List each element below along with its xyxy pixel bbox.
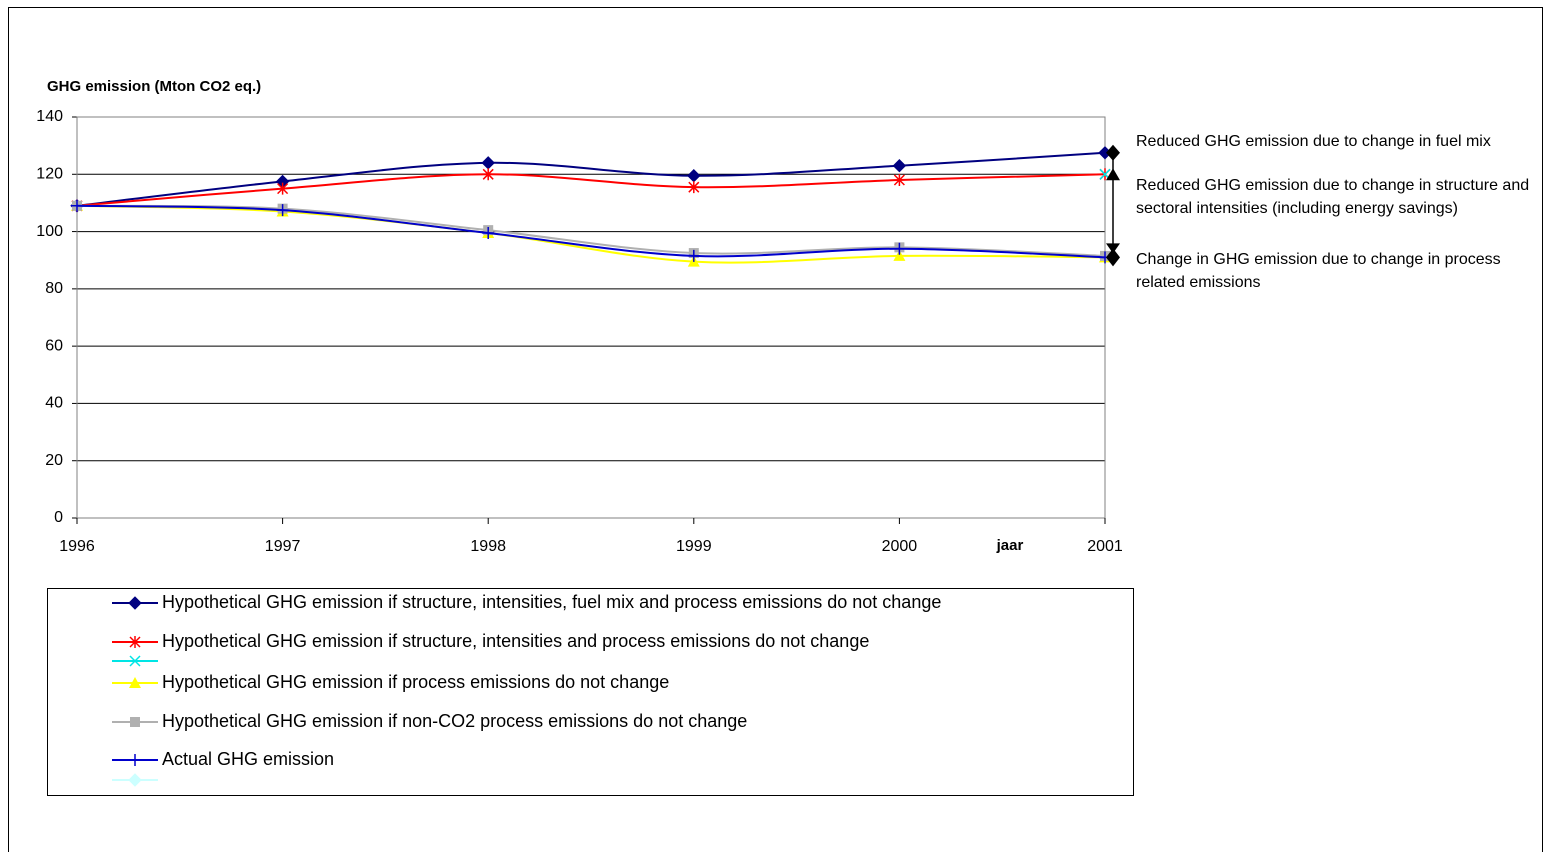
marker [481,156,495,170]
marker [892,158,907,173]
legend [47,588,1134,796]
x-tick-label: 1997 [265,538,301,555]
marker [687,249,700,262]
legend-label: Actual GHG emission [162,749,334,769]
marker [129,655,141,667]
annotation: Reduced GHG emission due to change in fu… [1136,133,1491,150]
marker [893,174,905,187]
series-line [76,204,1106,264]
marker [687,169,701,183]
plot-border [76,116,1106,519]
marker [482,168,494,181]
y-tick-label: 40 [45,395,63,412]
y-tick-label: 80 [45,280,63,297]
legend-label: Hypothetical GHG emission if process emi… [162,672,669,692]
y-tick-label: 140 [36,108,63,125]
y-tick-label: 120 [36,166,63,183]
chart-title: GHG emission (Mton CO2 eq.) [47,78,261,95]
x-tick-label: 1996 [59,538,95,555]
marker [276,204,289,217]
y-tick-label: 20 [45,452,63,469]
annotation-arrow-head [1106,248,1120,267]
y-tick-label: 0 [54,509,63,526]
series-line [76,204,1106,257]
x-tick-label: 2000 [882,538,918,555]
marker [129,754,141,766]
series-line [76,173,1106,207]
marker [71,199,83,212]
x-axis-label: jaar [996,537,1024,554]
legend-label: Hypothetical GHG emission if non-CO2 pro… [162,711,747,731]
marker [129,636,141,648]
marker [893,249,906,261]
marker [128,773,142,787]
marker [130,717,140,727]
annotation-arrow-head [1106,144,1120,161]
marker [128,596,142,610]
x-tick-label: 1998 [470,538,506,555]
marker [277,182,289,195]
chart-frame [8,7,1543,852]
marker [893,242,906,255]
series-line [76,204,1106,259]
y-tick-label: 100 [36,223,63,240]
legend-label: Hypothetical GHG emission if structure, … [162,631,869,651]
marker [129,677,141,688]
marker [482,227,495,240]
series-line [76,151,1106,207]
legend-label: Hypothetical GHG emission if structure, … [162,592,941,612]
y-tick-label: 60 [45,337,63,354]
x-tick-label: 1999 [676,538,712,555]
x-tick-label: 2001 [1087,538,1123,555]
marker [688,181,700,194]
annotation: Change in GHG emission due to change in … [1136,251,1501,291]
annotation: Reduced GHG emission due to change in st… [1136,177,1530,217]
